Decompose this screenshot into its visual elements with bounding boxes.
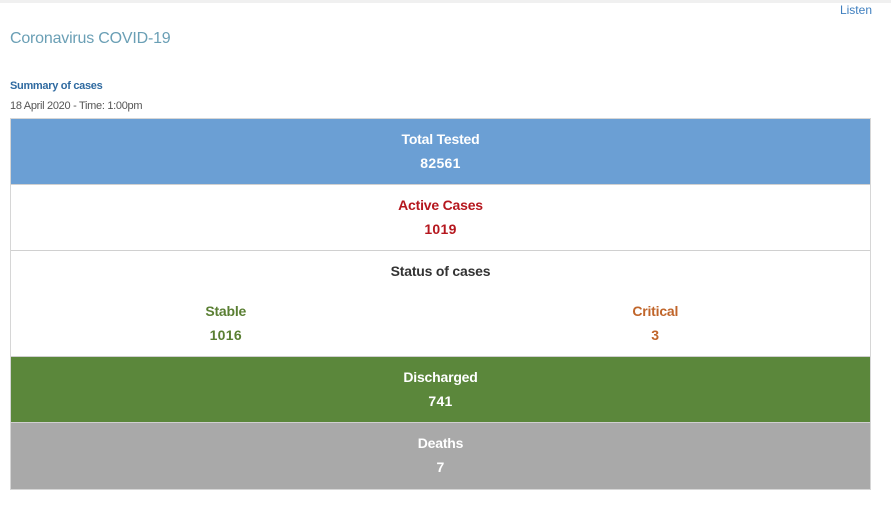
critical-label: Critical xyxy=(632,303,679,319)
active-cases-value: 1019 xyxy=(424,221,457,237)
deaths-value: 7 xyxy=(436,459,445,475)
stable-label: Stable xyxy=(205,303,247,319)
discharged-row: Discharged 741 xyxy=(11,357,870,423)
critical-cell: Critical 3 xyxy=(441,301,871,345)
discharged-label: Discharged xyxy=(403,369,478,385)
status-of-cases-row: Status of cases Stable 1016 Critical 3 xyxy=(11,251,870,357)
listen-link[interactable]: Listen xyxy=(839,3,872,17)
active-cases-label: Active Cases xyxy=(398,197,483,213)
cases-summary-table: Total Tested 82561 Active Cases 1019 Sta… xyxy=(10,118,871,490)
top-divider xyxy=(0,0,891,3)
status-columns: Stable 1016 Critical 3 xyxy=(11,301,870,345)
stable-cell: Stable 1016 xyxy=(11,301,441,345)
active-cases-row: Active Cases 1019 xyxy=(11,185,870,251)
total-tested-value: 82561 xyxy=(420,155,461,171)
total-tested-row: Total Tested 82561 xyxy=(11,119,870,185)
total-tested-label: Total Tested xyxy=(401,131,480,147)
critical-value: 3 xyxy=(651,327,660,343)
page-title: Coronavirus COVID-19 xyxy=(10,30,171,47)
status-of-cases-label: Status of cases xyxy=(390,263,491,279)
summary-date: 18 April 2020 - Time: 1:00pm xyxy=(10,100,143,112)
stable-value: 1016 xyxy=(209,327,242,343)
discharged-value: 741 xyxy=(428,393,453,409)
deaths-label: Deaths xyxy=(417,435,464,451)
summary-title: Summary of cases xyxy=(10,80,103,92)
deaths-row: Deaths 7 xyxy=(11,423,870,489)
